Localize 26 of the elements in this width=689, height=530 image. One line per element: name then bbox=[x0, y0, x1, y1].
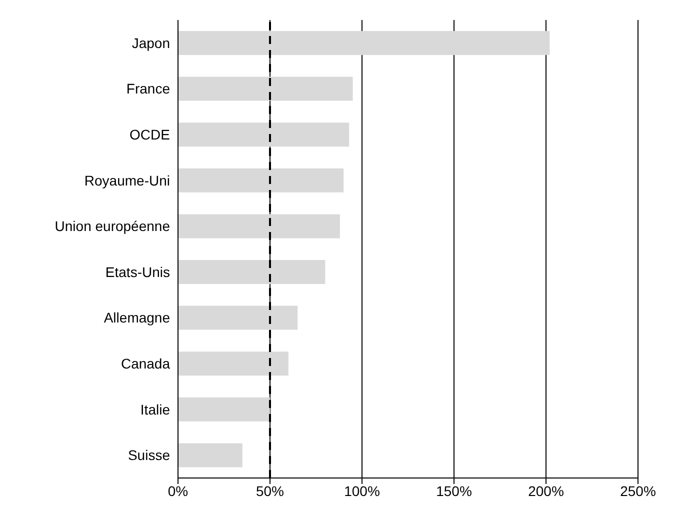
x-tick-label: 50% bbox=[256, 482, 284, 499]
y-tick-label: Japon bbox=[132, 34, 170, 51]
y-tick-label: Suisse bbox=[128, 447, 170, 464]
y-tick-label: Allemagne bbox=[104, 310, 170, 326]
y-tick-label: OCDE bbox=[130, 126, 170, 142]
x-tick-label: 250% bbox=[620, 482, 656, 499]
bar bbox=[178, 443, 242, 468]
y-tick-label: Royaume-Uni bbox=[84, 172, 170, 188]
bar bbox=[178, 260, 326, 284]
bar bbox=[178, 31, 550, 55]
bar bbox=[178, 76, 353, 101]
bar bbox=[178, 306, 298, 330]
y-tick-label: Italie bbox=[140, 401, 170, 418]
bar bbox=[178, 122, 350, 147]
y-tick-label: Canada bbox=[120, 355, 170, 372]
x-tick-label: 100% bbox=[344, 482, 380, 499]
bar bbox=[178, 352, 288, 376]
bar bbox=[178, 397, 270, 422]
y-tick-label: France bbox=[126, 80, 170, 97]
x-tick-label: 200% bbox=[528, 482, 564, 499]
y-tick-label: Etats-Unis bbox=[105, 264, 170, 280]
y-tick-label: Union européenne bbox=[54, 218, 170, 234]
x-tick-label: 0% bbox=[168, 482, 188, 499]
x-tick-label: 150% bbox=[436, 482, 472, 499]
bar bbox=[178, 214, 340, 238]
bar bbox=[178, 168, 344, 192]
